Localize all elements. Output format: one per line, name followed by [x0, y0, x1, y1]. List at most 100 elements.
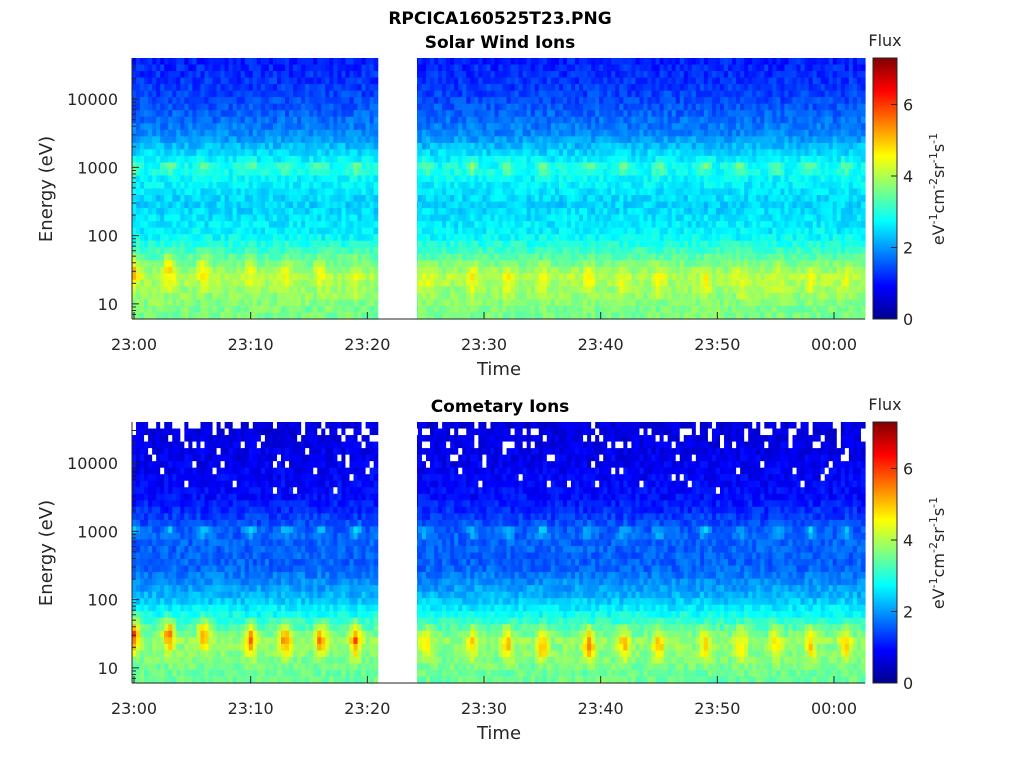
heatmap-cell — [470, 110, 475, 118]
heatmap-cell — [276, 188, 282, 196]
heatmap-cell — [208, 201, 214, 209]
heatmap-cell — [196, 123, 202, 131]
heatmap-cell — [619, 162, 624, 170]
heatmap-cell — [216, 162, 222, 170]
heatmap-cell — [140, 253, 145, 261]
heatmap-cell — [301, 305, 306, 314]
heatmap-cell — [204, 90, 210, 98]
heatmap-cell — [430, 286, 435, 294]
heatmap-cell — [482, 103, 488, 111]
heatmap-cell — [426, 149, 431, 157]
heatmap-cell — [417, 90, 423, 98]
heatmap-cell — [655, 71, 661, 79]
heatmap-cell — [212, 234, 218, 242]
heatmap-cell — [506, 266, 512, 274]
heatmap-cell — [144, 181, 149, 190]
heatmap-cell — [486, 247, 492, 255]
heatmap-cell — [550, 71, 556, 79]
heatmap-cell — [220, 221, 226, 229]
heatmap-cell — [446, 312, 451, 320]
heatmap-cell — [450, 155, 455, 164]
heatmap-cell — [667, 110, 673, 118]
heatmap-cell — [591, 201, 596, 209]
heatmap-cell — [643, 175, 649, 183]
heatmap-cell — [321, 201, 326, 209]
heatmap-cell — [208, 84, 214, 92]
heatmap-cell — [321, 64, 326, 72]
heatmap-cell — [595, 201, 600, 209]
heatmap-cell — [486, 286, 492, 294]
heatmap-cell — [438, 188, 443, 196]
heatmap-cell — [615, 208, 620, 216]
heatmap-cell — [136, 168, 141, 177]
heatmap-cell — [228, 305, 234, 314]
heatmap-cell — [272, 90, 278, 98]
heatmap-cell — [329, 155, 334, 164]
heatmap-cell — [478, 214, 483, 222]
heatmap-cell — [172, 312, 177, 320]
heatmap-cell — [575, 253, 580, 261]
heatmap-cell — [651, 64, 657, 72]
heatmap-cell — [430, 195, 435, 203]
heatmap-cell — [289, 64, 294, 72]
heatmap-cell — [208, 97, 214, 105]
heatmap-cell — [570, 208, 576, 216]
heatmap-cell — [152, 155, 157, 164]
heatmap-cell — [321, 305, 326, 314]
heatmap-cell — [329, 240, 334, 248]
heatmap-cell — [365, 123, 371, 131]
heatmap-cell — [526, 71, 532, 79]
heatmap-cell — [498, 155, 504, 164]
heatmap-cell — [281, 266, 286, 274]
heatmap-cell — [184, 305, 189, 314]
heatmap-cell — [603, 279, 608, 287]
heatmap-cell — [365, 227, 371, 235]
heatmap-cell — [466, 312, 471, 320]
heatmap-cell — [329, 90, 334, 98]
heatmap-cell — [148, 71, 153, 79]
heatmap-cell — [297, 266, 302, 274]
heatmap-cell — [164, 286, 169, 294]
heatmap-cell — [369, 247, 375, 255]
heatmap-cell — [595, 129, 600, 137]
heatmap-cell — [216, 201, 222, 209]
heatmap-cell — [260, 201, 266, 209]
heatmap-cell — [172, 77, 177, 85]
heatmap-cell — [200, 142, 206, 150]
heatmap-cell — [482, 162, 488, 170]
heatmap-cell — [248, 292, 254, 301]
heatmap-cell — [168, 77, 173, 85]
heatmap-cell — [558, 279, 564, 287]
heatmap-cell — [434, 149, 439, 157]
heatmap-cell — [240, 129, 246, 137]
heatmap-cell — [434, 110, 439, 118]
heatmap-cell — [417, 299, 423, 307]
heatmap-cell — [136, 149, 141, 157]
heatmap-cell — [482, 312, 488, 320]
heatmap-cell — [466, 175, 471, 183]
heatmap-cell — [196, 175, 202, 183]
heatmap-cell — [542, 312, 548, 320]
heatmap-cell — [325, 116, 330, 124]
heatmap-cell — [188, 136, 194, 144]
heatmap-cell — [264, 181, 270, 190]
heatmap-cell — [240, 116, 246, 124]
heatmap-cell — [667, 90, 673, 98]
heatmap-cell — [454, 273, 459, 281]
heatmap-cell — [615, 260, 620, 268]
heatmap-cell — [623, 279, 628, 287]
heatmap-cell — [236, 208, 242, 216]
heatmap-cell — [478, 142, 483, 150]
heatmap-cell — [502, 253, 508, 261]
heatmap-cell — [180, 103, 185, 111]
heatmap-cell — [442, 162, 447, 170]
heatmap-cell — [550, 103, 556, 111]
heatmap-cell — [321, 168, 326, 177]
heatmap-cell — [252, 64, 258, 72]
heatmap-cell — [554, 103, 560, 111]
heatmap-cell — [627, 201, 633, 209]
heatmap-cell — [236, 129, 242, 137]
heatmap-cell — [554, 71, 560, 79]
heatmap-cell — [611, 97, 616, 105]
heatmap-cell — [260, 299, 266, 307]
